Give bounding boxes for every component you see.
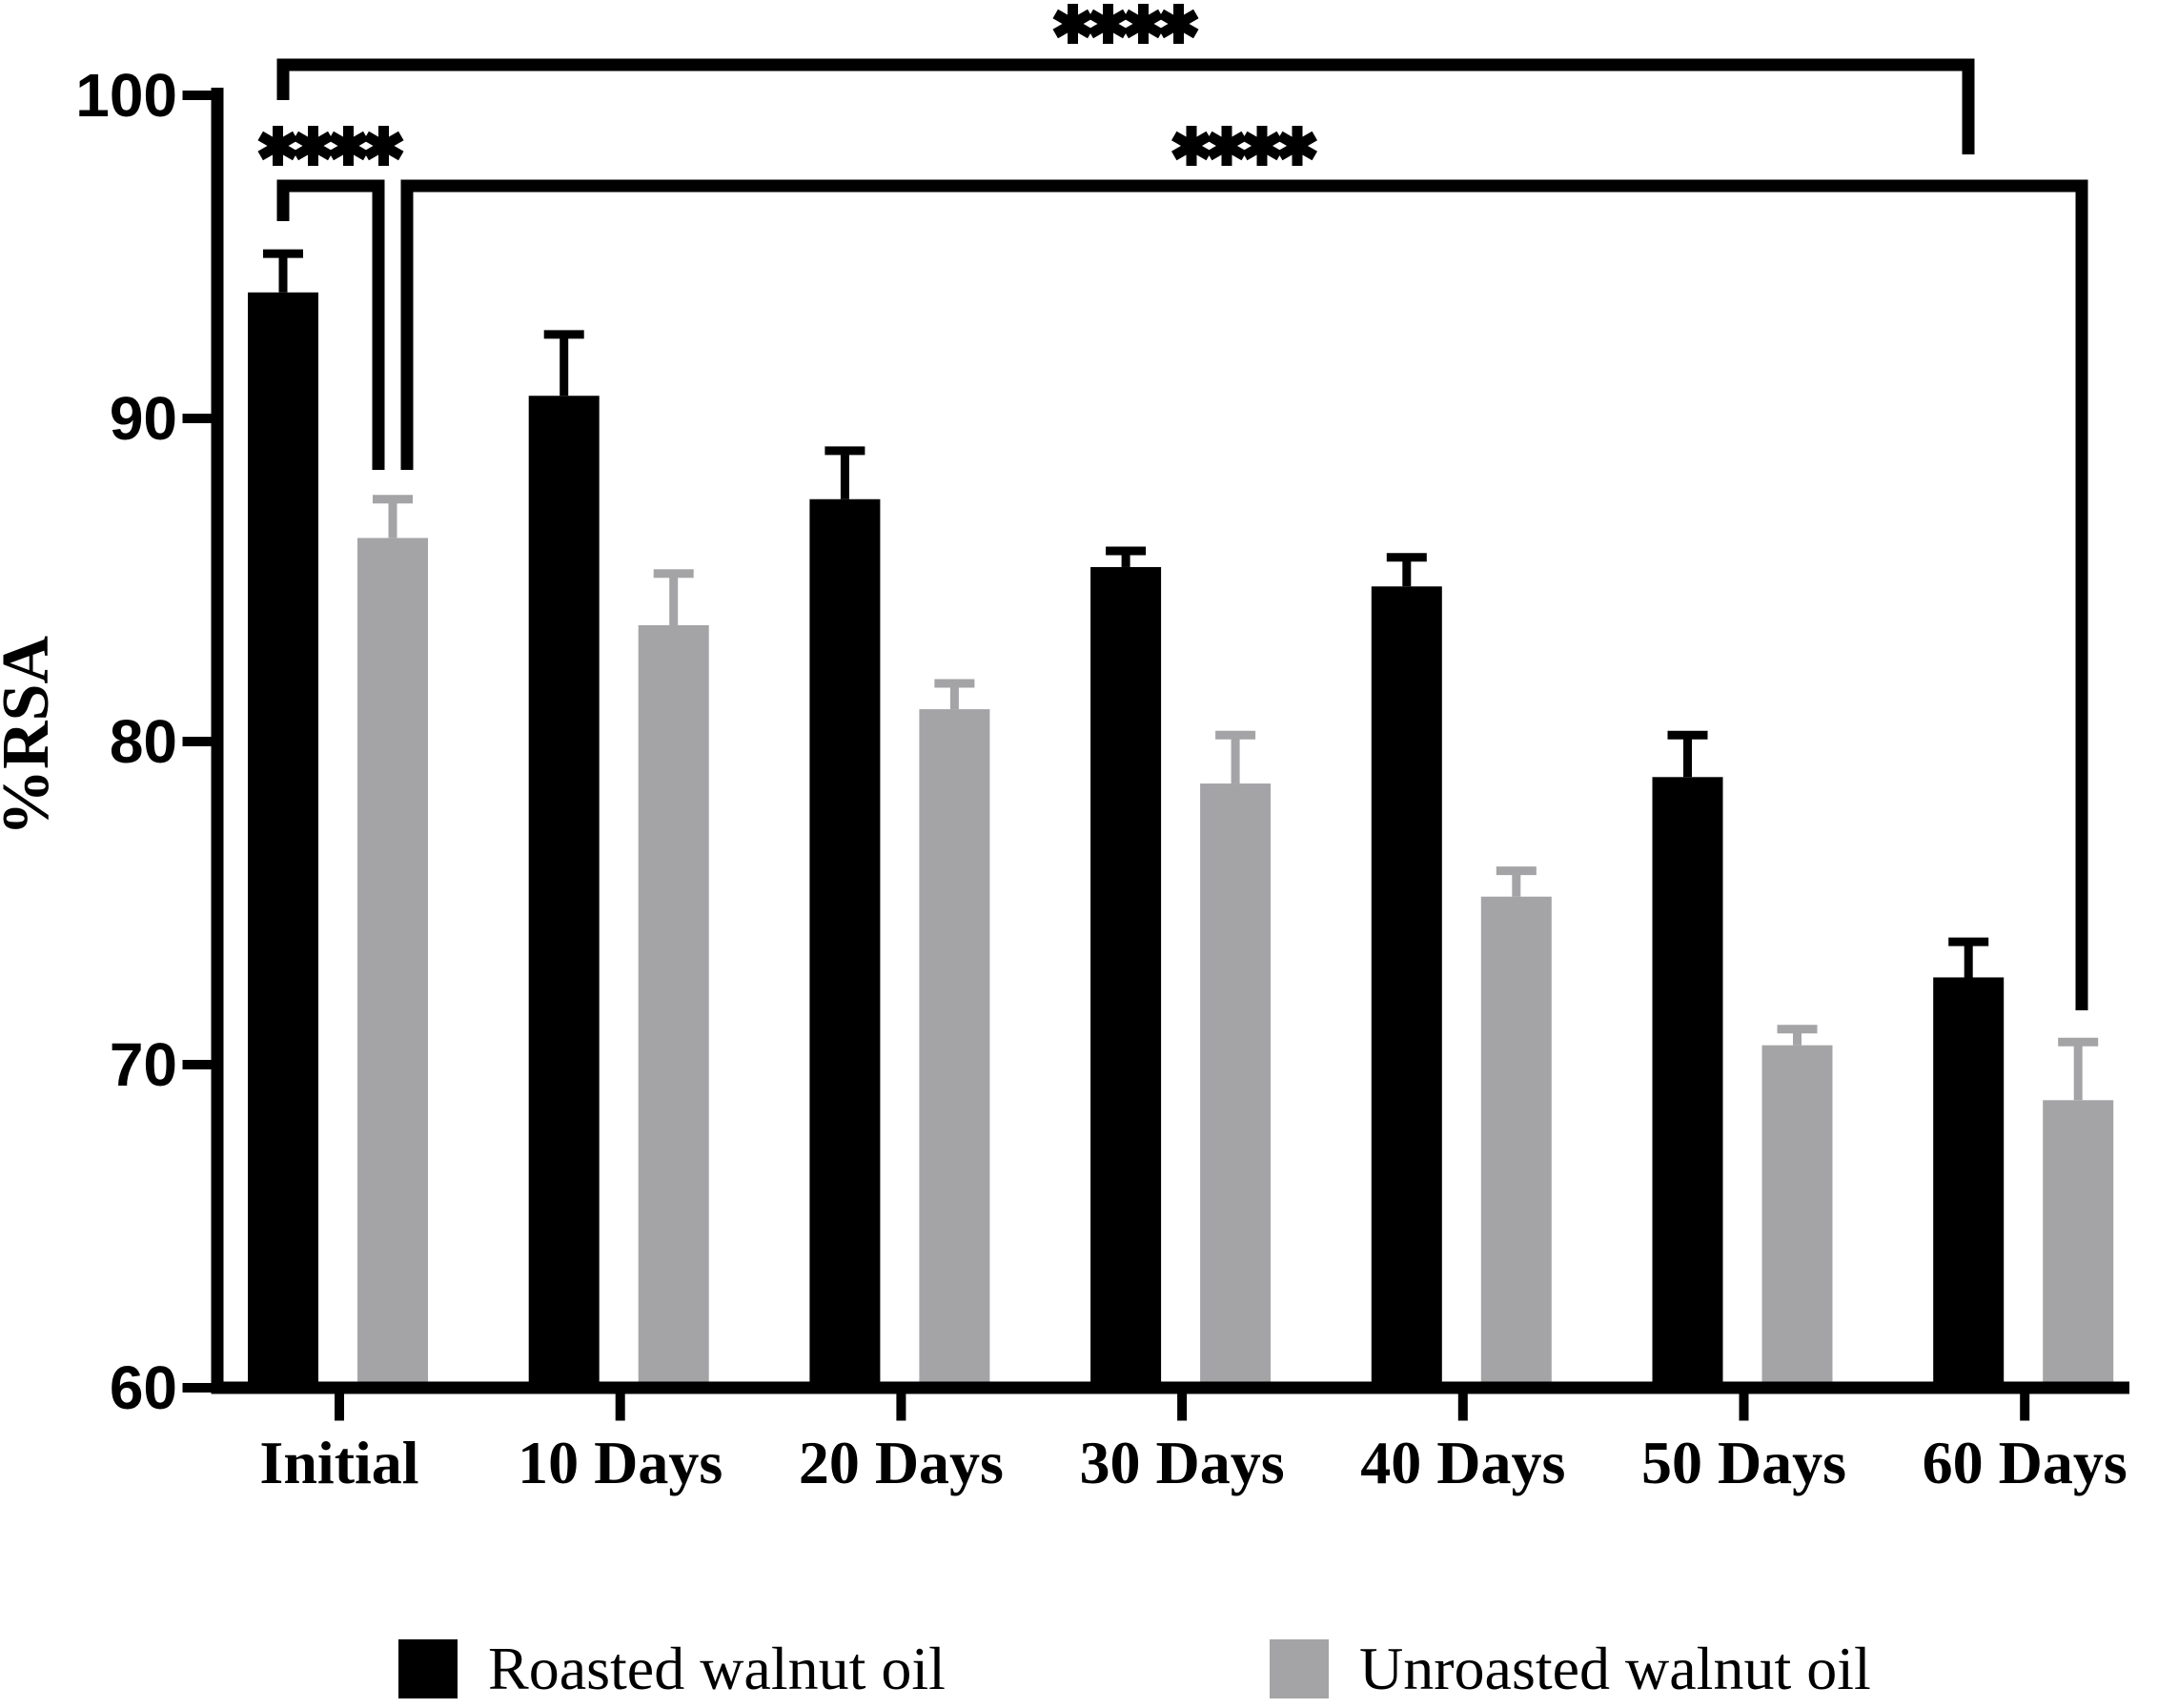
y-tick-label: 70: [110, 1030, 177, 1099]
bar-unroasted-20-days: [919, 709, 990, 1388]
y-tick-label: 80: [110, 707, 177, 776]
asterisk-icon: [1241, 131, 1283, 161]
asterisk-icon: [1158, 9, 1199, 39]
significance-stars-1: [257, 126, 404, 166]
asterisk-icon: [1088, 9, 1129, 39]
x-tick-label-40-days: 40 Days: [1360, 1429, 1565, 1496]
asterisk-icon: [363, 131, 404, 161]
bar-roasted-30-days: [1090, 566, 1162, 1388]
legend-swatch-unroasted: [1270, 1639, 1329, 1698]
asterisk-icon: [1052, 9, 1093, 39]
legend-label-roasted: Roasted walnut oil: [488, 1635, 946, 1702]
asterisk-icon: [328, 131, 369, 161]
x-tick-label-20-days: 20 Days: [799, 1429, 1004, 1496]
x-tick-label-50-days: 50 Days: [1641, 1429, 1846, 1496]
bar-unroasted-initial: [357, 538, 428, 1388]
significance-stars-2: [1171, 126, 1318, 166]
bar-roasted-initial: [248, 292, 318, 1388]
y-tick-label: 100: [75, 61, 177, 130]
asterisk-icon: [1171, 131, 1212, 161]
legend-label-unroasted: Unroasted walnut oil: [1359, 1635, 1871, 1702]
bar-roasted-40-days: [1371, 586, 1442, 1388]
bar-unroasted-60-days: [2043, 1100, 2114, 1388]
significance-bracket-2: [400, 179, 2088, 1010]
legend-item-unroasted: Unroasted walnut oil: [1270, 1634, 1871, 1704]
bar-roasted-20-days: [809, 498, 881, 1388]
bar-unroasted-50-days: [1761, 1045, 1833, 1388]
legend-swatch-roasted: [398, 1639, 458, 1698]
chart-legend: Roasted walnut oil Unroasted walnut oil: [0, 1632, 2158, 1702]
bar-unroasted-40-days: [1480, 896, 1552, 1388]
bar-roasted-10-days: [528, 396, 600, 1388]
significance-stars-0: [1052, 4, 1199, 44]
bar-roasted-50-days: [1652, 777, 1723, 1388]
asterisk-icon: [1123, 9, 1164, 39]
bar-unroasted-10-days: [638, 624, 709, 1388]
asterisk-icon: [1276, 131, 1318, 161]
asterisk-icon: [257, 131, 298, 161]
x-tick-label-60-days: 60 Days: [1923, 1429, 2127, 1496]
bar-roasted-60-days: [1933, 977, 2005, 1388]
legend-item-roasted: Roasted walnut oil: [398, 1634, 946, 1704]
y-tick-label: 60: [110, 1353, 177, 1422]
x-tick-label-30-days: 30 Days: [1080, 1429, 1285, 1496]
asterisk-icon: [293, 131, 334, 161]
significance-bracket-0: [276, 58, 1975, 154]
y-axis-title: %RSA: [0, 636, 63, 836]
x-tick-label-initial: Initial: [259, 1429, 418, 1496]
y-tick-label: 90: [110, 384, 177, 453]
bar-unroasted-30-days: [1200, 783, 1272, 1388]
x-tick-label-10-days: 10 Days: [518, 1429, 723, 1496]
asterisk-icon: [1206, 131, 1248, 161]
significance-bracket-1: [276, 179, 385, 470]
